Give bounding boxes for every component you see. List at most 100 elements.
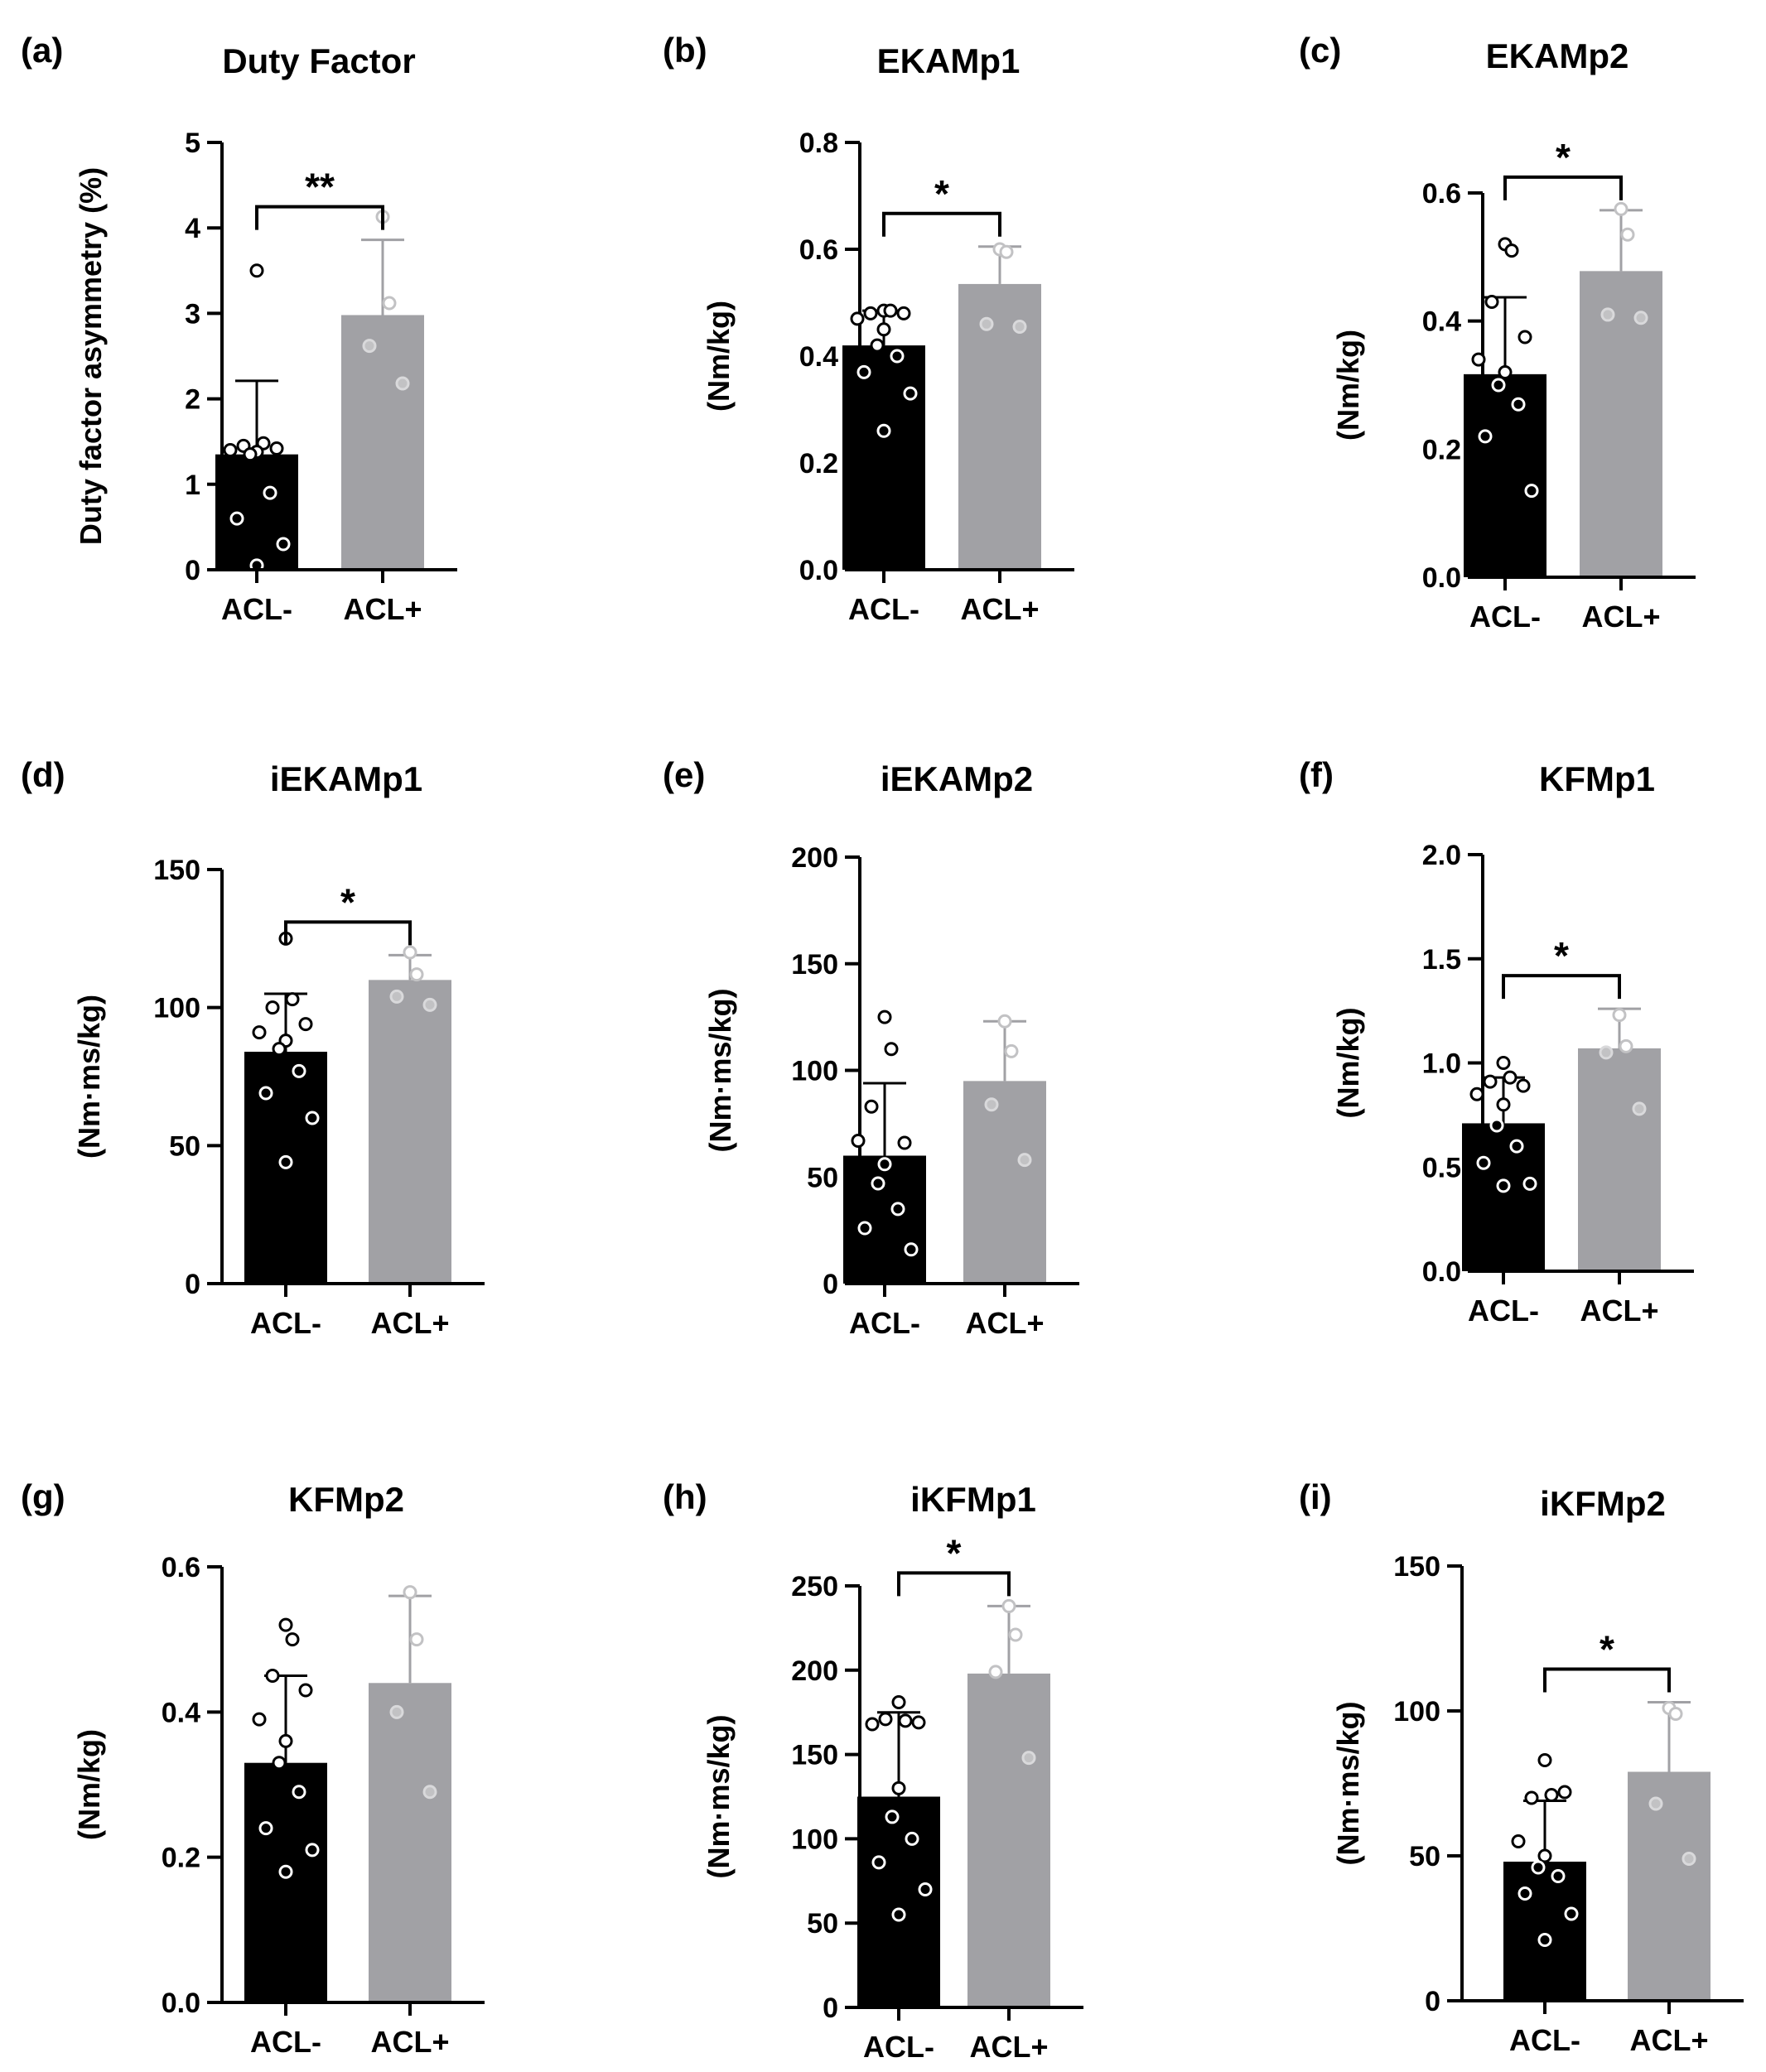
data-point bbox=[997, 1014, 1012, 1029]
y-tick-label: 0.6 bbox=[162, 1552, 200, 1583]
y-tick-label: 0.6 bbox=[799, 234, 838, 266]
data-point bbox=[1498, 365, 1513, 380]
data-point bbox=[1620, 227, 1635, 242]
data-point bbox=[903, 386, 918, 401]
x-tick-label: ACL- bbox=[250, 2025, 321, 2059]
bar-ACL+ bbox=[369, 980, 451, 1284]
data-point bbox=[278, 1733, 293, 1748]
data-point bbox=[891, 1780, 906, 1795]
y-tick-label: 0.0 bbox=[1422, 1256, 1461, 1288]
y-tick-label: 0.4 bbox=[162, 1697, 200, 1728]
data-point bbox=[1516, 1078, 1531, 1093]
panel-b: (b) EKAMp1 (Nm/kg) 0.0 0.2 0.4 0.6 0.8 ACL- ACL+ * bbox=[663, 31, 1074, 626]
y-tick-label: 0.0 bbox=[799, 555, 838, 586]
y-tick-label: 150 bbox=[791, 1740, 838, 1771]
data-point bbox=[269, 441, 284, 455]
panel-letter: (d) bbox=[21, 755, 65, 794]
data-point bbox=[258, 1821, 273, 1836]
panel-c: (c) EKAMp2 (Nm/kg) 0.0 0.2 0.4 0.6 ACL- ACL+ * bbox=[1299, 31, 1696, 634]
data-point bbox=[305, 1843, 320, 1858]
data-point bbox=[298, 1017, 313, 1032]
y-tick-label: 200 bbox=[791, 842, 838, 874]
data-point bbox=[877, 1157, 892, 1172]
data-point bbox=[382, 296, 397, 311]
data-point bbox=[851, 1133, 866, 1148]
data-point bbox=[865, 1717, 880, 1732]
bar-ACL- bbox=[842, 345, 925, 570]
data-point bbox=[422, 997, 437, 1012]
data-point bbox=[1612, 1008, 1627, 1023]
x-tick-label: ACL+ bbox=[1581, 600, 1660, 634]
data-point bbox=[1483, 1074, 1498, 1089]
panel-title: iKFMp2 bbox=[1540, 1484, 1666, 1523]
panel-title: KFMp2 bbox=[288, 1480, 404, 1519]
y-axis-label: (Nm/kg) bbox=[72, 1729, 106, 1840]
data-point bbox=[979, 316, 994, 331]
significance-label: * bbox=[1556, 136, 1571, 179]
x-tick-label: ACL+ bbox=[965, 1306, 1044, 1340]
data-point bbox=[890, 349, 905, 364]
data-point bbox=[285, 1632, 300, 1647]
y-tick-label: 1 bbox=[185, 470, 200, 501]
data-point bbox=[918, 1882, 933, 1896]
data-point bbox=[1489, 1118, 1504, 1133]
data-point bbox=[1496, 1056, 1511, 1070]
significance-label: * bbox=[1600, 1628, 1614, 1671]
significance-bracket bbox=[882, 211, 1001, 237]
data-point bbox=[223, 443, 238, 458]
panel-letter: (e) bbox=[663, 755, 705, 794]
y-axis-label: (Nm·ms/kg) bbox=[1331, 1701, 1365, 1865]
y-tick-label: 0.0 bbox=[162, 1988, 200, 2019]
significance-bracket bbox=[255, 205, 384, 230]
panel-e: (e) iEKAMp2 (Nm·ms/kg) 0 50 100 150 200 ACL- ACL+ bbox=[663, 755, 1079, 1340]
panel-i: (i) iKFMp2 (Nm·ms/kg) 0 50 100 150 ACL- ACL+ * bbox=[1299, 1477, 1744, 2057]
y-axis-label: (Nm/kg) bbox=[1331, 1008, 1365, 1119]
data-point bbox=[1478, 429, 1493, 444]
data-point bbox=[1496, 1178, 1511, 1193]
data-point bbox=[850, 311, 865, 326]
data-point bbox=[863, 306, 878, 320]
data-point bbox=[1537, 1848, 1552, 1863]
y-axis-label: (Nm·ms/kg) bbox=[72, 995, 106, 1159]
bar-ACL- bbox=[1503, 1862, 1586, 2001]
data-point bbox=[1668, 1707, 1683, 1721]
x-tick-label: ACL- bbox=[221, 592, 292, 626]
y-axis-label: (Nm·ms/kg) bbox=[702, 1714, 736, 1878]
data-point bbox=[1001, 1598, 1016, 1613]
data-point bbox=[1682, 1852, 1696, 1866]
data-point bbox=[870, 338, 885, 353]
panel-g: (g) KFMp2 (Nm/kg) 0.0 0.2 0.4 0.6 ACL- ACL+ bbox=[21, 1477, 485, 2059]
bar-ACL- bbox=[244, 1762, 327, 2002]
data-point bbox=[1531, 1860, 1546, 1875]
data-point bbox=[904, 1242, 919, 1257]
y-tick-label: 0.5 bbox=[1422, 1152, 1461, 1183]
x-tick-label: ACL- bbox=[1468, 1294, 1539, 1328]
y-axis-label: (Nm·ms/kg) bbox=[703, 988, 737, 1152]
data-point bbox=[1008, 1627, 1023, 1642]
significance-label: * bbox=[340, 880, 355, 923]
significance-bracket bbox=[1543, 1667, 1671, 1693]
panel-letter: (b) bbox=[663, 31, 707, 70]
data-point bbox=[409, 1632, 424, 1647]
data-point bbox=[263, 485, 277, 500]
bar-ACL+ bbox=[958, 283, 1041, 570]
bar-ACL- bbox=[215, 454, 298, 570]
data-point bbox=[1544, 1788, 1559, 1802]
data-point bbox=[891, 1907, 906, 1922]
y-tick-label: 0.8 bbox=[799, 128, 838, 159]
x-tick-label: ACL- bbox=[1469, 600, 1541, 634]
y-tick-label: 2.0 bbox=[1422, 840, 1461, 871]
data-point bbox=[1522, 1176, 1537, 1191]
data-point bbox=[871, 1176, 885, 1191]
y-tick-label: 4 bbox=[185, 213, 200, 244]
data-point bbox=[1524, 1790, 1539, 1805]
data-point bbox=[285, 992, 300, 1007]
data-point bbox=[1599, 1045, 1614, 1060]
data-point bbox=[905, 1831, 919, 1846]
bar-ACL- bbox=[857, 1796, 940, 2007]
data-point bbox=[298, 1683, 313, 1698]
y-tick-label: 2 bbox=[185, 384, 200, 416]
panel-letter: (h) bbox=[663, 1477, 707, 1516]
data-point bbox=[1633, 311, 1648, 325]
